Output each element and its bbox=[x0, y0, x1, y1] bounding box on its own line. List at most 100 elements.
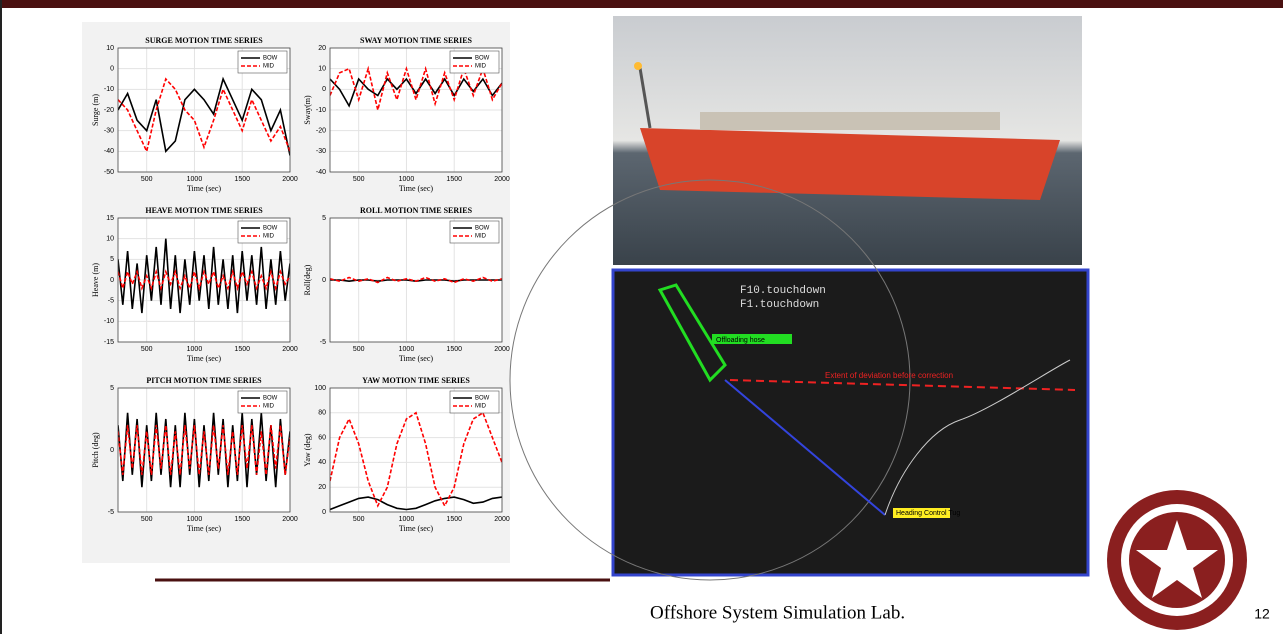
y-tick-label: 80 bbox=[318, 410, 326, 417]
footer: Offshore System Simulation Lab. bbox=[650, 602, 905, 623]
y-tick-label: 10 bbox=[106, 236, 114, 243]
label-bg bbox=[712, 334, 792, 344]
legend bbox=[237, 390, 288, 414]
logo bbox=[1107, 490, 1247, 630]
y-tick-label: -20 bbox=[104, 107, 114, 114]
y-tick-label: -40 bbox=[104, 148, 114, 155]
y-axis-label: Pitch (deg) bbox=[91, 432, 100, 468]
y-tick-label: 0 bbox=[110, 66, 114, 73]
ship-hull bbox=[640, 128, 1060, 200]
x-tick-label: 500 bbox=[353, 176, 365, 183]
y-tick-label: -20 bbox=[316, 128, 326, 135]
legend-label: MID bbox=[475, 404, 487, 410]
x-tick-label: 1000 bbox=[187, 516, 203, 523]
y-tick-label: -10 bbox=[104, 318, 114, 325]
left-border bbox=[0, 0, 2, 634]
legend-label: BOW bbox=[263, 226, 278, 232]
x-tick-label: 500 bbox=[141, 516, 153, 523]
legend bbox=[449, 390, 500, 414]
label-bg bbox=[893, 508, 950, 518]
flare bbox=[634, 62, 642, 70]
series-line bbox=[330, 65, 502, 111]
y-tick-label: 40 bbox=[318, 459, 326, 466]
chart-title: HEAVE MOTION TIME SERIES bbox=[145, 206, 263, 215]
legend-label: BOW bbox=[475, 396, 490, 402]
y-tick-label: 10 bbox=[318, 66, 326, 73]
legend-label: MID bbox=[263, 404, 275, 410]
series-line bbox=[118, 425, 290, 475]
y-tick-label: 60 bbox=[318, 434, 326, 441]
chart-title: YAW MOTION TIME SERIES bbox=[362, 376, 470, 385]
x-axis-label: Time (sec) bbox=[399, 184, 433, 193]
x-axis-label: Time (sec) bbox=[399, 354, 433, 363]
x-axis-label: Time (sec) bbox=[399, 524, 433, 533]
radar-ring bbox=[509, 179, 911, 581]
legend-label: MID bbox=[263, 234, 275, 240]
chart-title: PITCH MOTION TIME SERIES bbox=[146, 376, 262, 385]
y-tick-label: 0 bbox=[110, 447, 114, 454]
x-tick-label: 2000 bbox=[494, 176, 510, 183]
deviation-line bbox=[729, 379, 1076, 391]
legend-label: BOW bbox=[475, 56, 490, 62]
x-tick-label: 1500 bbox=[446, 516, 462, 523]
y-tick-label: 0 bbox=[322, 277, 326, 284]
plot-frame bbox=[329, 217, 503, 343]
y-tick-label: 0 bbox=[322, 86, 326, 93]
chart-title: SWAY MOTION TIME SERIES bbox=[360, 36, 473, 45]
chart-title: ROLL MOTION TIME SERIES bbox=[360, 206, 473, 215]
series-line bbox=[330, 411, 502, 508]
legend-label: BOW bbox=[475, 226, 490, 232]
x-tick-label: 2000 bbox=[494, 516, 510, 523]
legend-label: MID bbox=[475, 64, 487, 70]
legend-label: MID bbox=[475, 234, 487, 240]
legend bbox=[237, 220, 288, 244]
legend-label: BOW bbox=[263, 396, 278, 402]
x-axis-label: Time (sec) bbox=[187, 524, 221, 533]
y-tick-label: 5 bbox=[110, 256, 114, 263]
y-tick-label: -30 bbox=[104, 128, 114, 135]
y-axis-label: Heave (m) bbox=[91, 263, 100, 297]
y-tick-label: -30 bbox=[316, 148, 326, 155]
track bbox=[884, 359, 1071, 516]
series-line bbox=[330, 77, 502, 108]
x-tick-label: 500 bbox=[353, 346, 365, 353]
series-line bbox=[118, 77, 290, 154]
radar-label: Offloading hose bbox=[716, 337, 765, 344]
vessel-outline bbox=[657, 283, 727, 383]
ship-deck bbox=[700, 112, 1000, 130]
y-tick-label: 10 bbox=[106, 45, 114, 52]
plot-frame bbox=[329, 47, 503, 173]
radar-label: F10.touchdown bbox=[740, 285, 826, 297]
x-axis-label: Time (sec) bbox=[187, 184, 221, 193]
chart-title: SURGE MOTION TIME SERIES bbox=[145, 36, 263, 45]
radar-label: Heading Control Tug bbox=[896, 510, 960, 517]
series-line bbox=[330, 496, 502, 511]
y-tick-label: -10 bbox=[104, 86, 114, 93]
page-number: 12 bbox=[1254, 606, 1270, 622]
x-axis-label: Time (sec) bbox=[187, 354, 221, 363]
legend bbox=[449, 50, 500, 74]
series-line bbox=[330, 276, 502, 284]
y-axis-label: Sway(m) bbox=[303, 95, 312, 125]
series-line bbox=[118, 76, 290, 156]
x-tick-label: 1000 bbox=[187, 176, 203, 183]
x-tick-label: 500 bbox=[141, 346, 153, 353]
y-tick-label: 20 bbox=[318, 45, 326, 52]
tow-line bbox=[724, 379, 886, 516]
x-tick-label: 1500 bbox=[234, 176, 250, 183]
plot-frame bbox=[117, 387, 291, 513]
x-tick-label: 2000 bbox=[282, 346, 298, 353]
y-tick-label: 100 bbox=[314, 385, 326, 392]
series-line bbox=[118, 238, 290, 314]
x-tick-label: 1000 bbox=[399, 346, 415, 353]
y-tick-label: -5 bbox=[108, 298, 114, 305]
x-tick-label: 1000 bbox=[187, 346, 203, 353]
legend-label: BOW bbox=[263, 56, 278, 62]
x-tick-label: 2000 bbox=[282, 516, 298, 523]
y-tick-label: -15 bbox=[104, 339, 114, 346]
flare-tower bbox=[638, 67, 652, 129]
series-line bbox=[118, 268, 290, 292]
plot-frame bbox=[117, 217, 291, 343]
x-tick-label: 1500 bbox=[446, 346, 462, 353]
y-tick-label: 5 bbox=[322, 215, 326, 222]
